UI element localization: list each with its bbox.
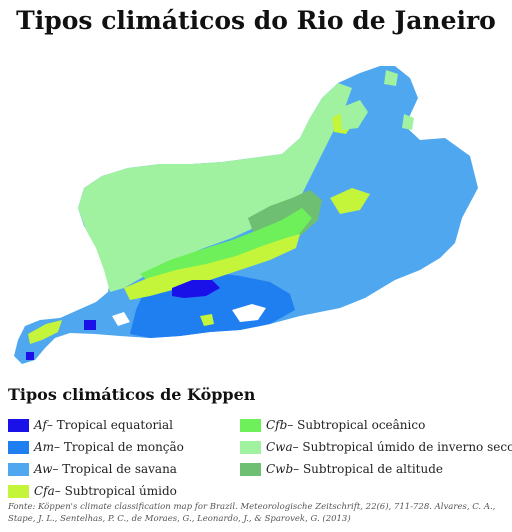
legend-item-af: Af – Tropical equatorial: [8, 414, 184, 436]
legend-item-cwa: Cwa – Subtropical úmido de inverno seco: [240, 436, 512, 458]
region-af-tip: [26, 352, 34, 360]
swatch-aw: [8, 462, 29, 476]
legend-item-cwb: Cwb – Subtropical de altitude: [240, 458, 512, 480]
map-title: Tipos climáticos do Rio de Janeiro: [16, 6, 496, 35]
legend-label: – Subtropical úmido de inverno seco: [292, 440, 512, 454]
swatch-cfa: [8, 484, 29, 498]
legend-code: Aw: [34, 462, 53, 476]
region-cfa-west: [28, 320, 62, 344]
region-cfa-coast: [200, 314, 214, 326]
climate-map: [14, 66, 478, 364]
swatch-am: [8, 440, 29, 454]
region-cfb-ridge: [140, 208, 312, 288]
legend-label: – Subtropical úmido: [54, 484, 177, 498]
legend-item-cfb: Cfb – Subtropical oceânico: [240, 414, 512, 436]
legend-code: Cfa: [34, 484, 55, 498]
region-cwa-north1: [340, 100, 368, 130]
legend-label: – Tropical equatorial: [46, 418, 174, 432]
legend-item-aw: Aw – Tropical de savana: [8, 458, 184, 480]
legend-label: – Tropical de savana: [52, 462, 177, 476]
legend-column-left: Af – Tropical equatorial Am – Tropical d…: [8, 414, 184, 502]
region-cfa-ridge: [124, 234, 300, 300]
source-citation: Fonte: Köppen's climate classification m…: [8, 502, 496, 524]
legend-item-cfa: Cfa – Subtropical úmido: [8, 480, 184, 502]
region-cfa-east: [330, 188, 370, 214]
region-af-west: [84, 320, 96, 330]
legend-code: Cfb: [266, 418, 288, 432]
legend-code: Af: [34, 418, 47, 432]
legend-label: – Subtropical oceânico: [287, 418, 426, 432]
swatch-cfb: [240, 418, 261, 432]
region-cwa-north2: [384, 70, 398, 86]
region-cwa-north3: [402, 114, 414, 130]
region-af-bay: [172, 280, 220, 298]
region-cwa-belt: [78, 83, 352, 292]
lagoon-2: [112, 312, 130, 326]
legend-item-am: Am – Tropical de monção: [8, 436, 184, 458]
swatch-cwa: [240, 440, 261, 454]
legend-column-right: Cfb – Subtropical oceânico Cwa – Subtrop…: [240, 414, 512, 480]
legend-code: Am: [34, 440, 55, 454]
legend-label: – Subtropical de altitude: [293, 462, 443, 476]
lagoon-1: [232, 304, 266, 322]
swatch-cwb: [240, 462, 261, 476]
legend-code: Cwa: [266, 440, 293, 454]
legend-code: Cwb: [266, 462, 294, 476]
legend-label: – Tropical de monção: [54, 440, 184, 454]
legend-title: Tipos climáticos de Köppen: [8, 385, 256, 404]
swatch-af: [8, 418, 29, 432]
